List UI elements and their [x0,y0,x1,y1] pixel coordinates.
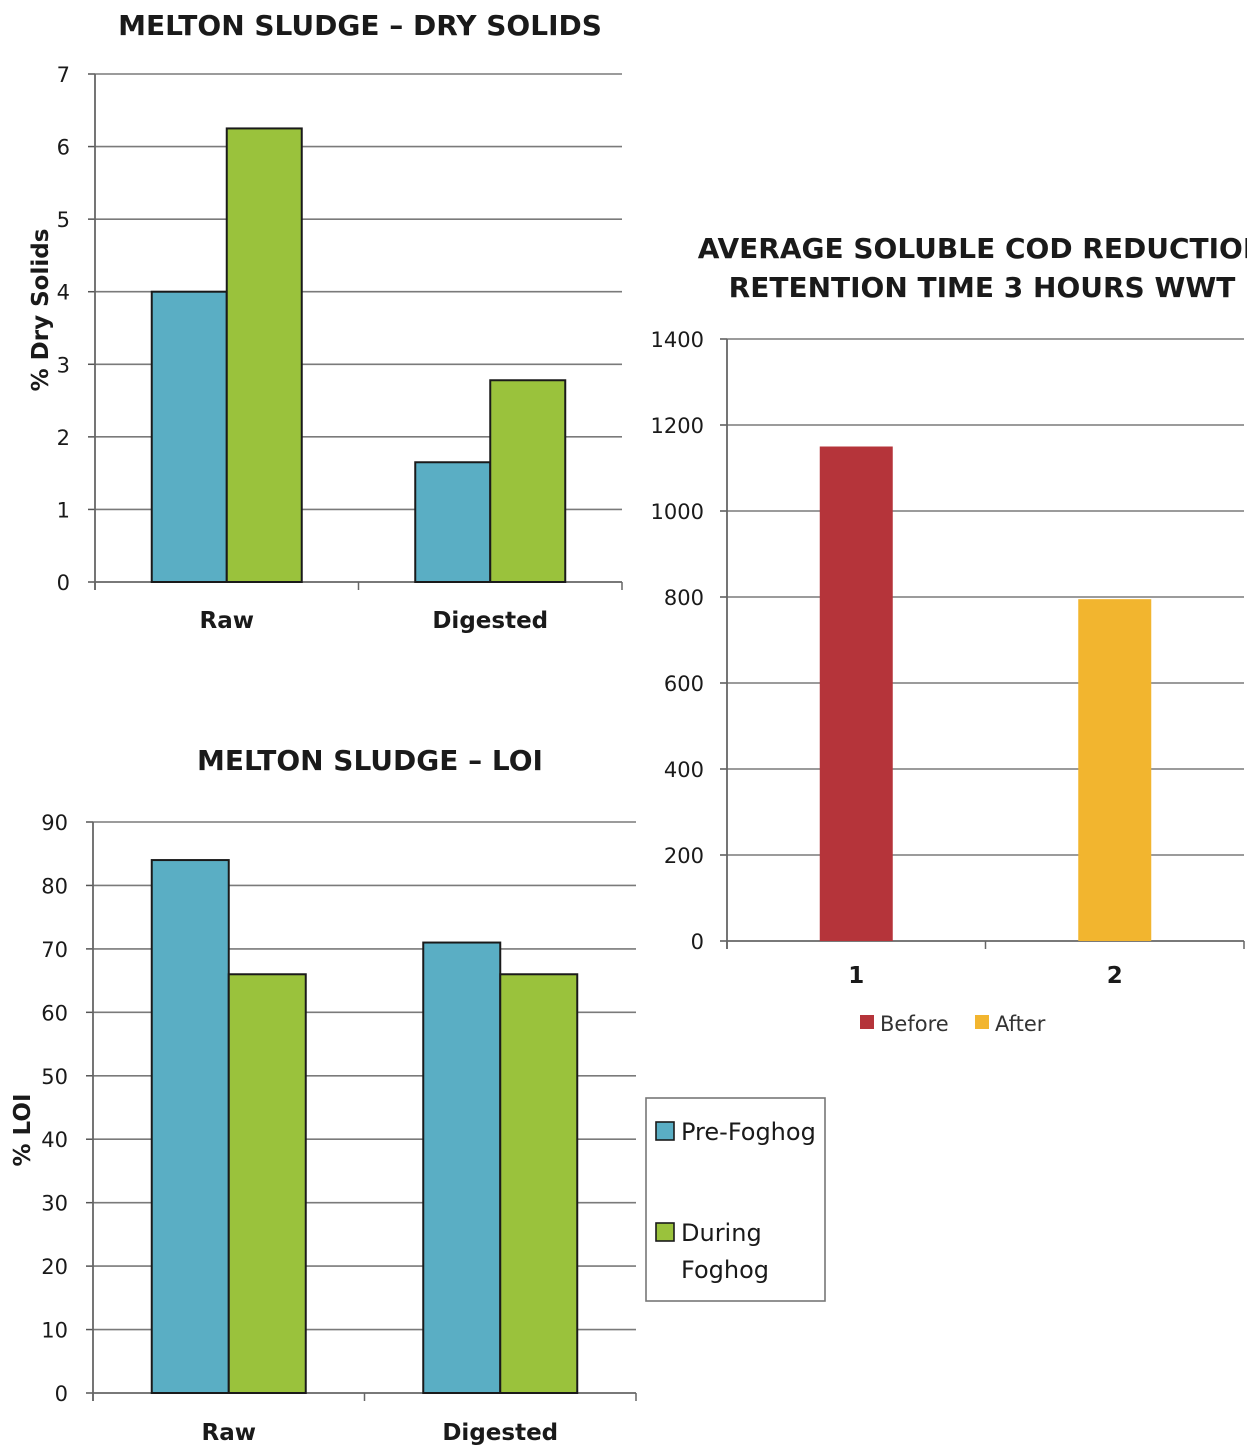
y-tick-label: 200 [664,844,704,868]
legend-swatch-before [860,1015,874,1029]
x-tick-label: Raw [200,608,254,634]
y-tick-label: 10 [41,1319,68,1343]
y-axis-label: % LOI [10,1094,36,1167]
bar-pre-foghog-digested [422,941,502,1394]
y-tick-label: 5 [57,208,70,232]
x-tick-label: 2 [1107,963,1123,989]
y-tick-label: 1 [57,498,70,522]
chart-title-line: RETENTION TIME 3 HOURS WWT [729,271,1236,304]
legend-label-after: After [995,1012,1046,1036]
y-tick-label: 600 [664,672,704,696]
y-tick-label: 70 [41,938,68,962]
x-tick-label: Raw [202,1420,256,1446]
y-tick-label: 1400 [651,328,704,352]
bar-during-foghog-digested [499,973,579,1394]
bar-pre-foghog-digested [414,461,492,583]
bar-after-2 [1078,599,1152,941]
y-tick-label: 7 [57,63,70,87]
y-tick-label: 6 [57,136,70,160]
y-tick-label: 1200 [651,414,704,438]
y-tick-label: 0 [691,930,704,954]
y-tick-label: 3 [57,353,70,377]
bar-during-foghog-raw [227,973,307,1394]
y-tick-label: 2 [57,426,70,450]
legend-cod: Before After [860,1012,1046,1036]
y-tick-label: 90 [41,811,68,835]
bar-pre-foghog-raw [150,290,228,583]
legend-label: Foghog [681,1256,769,1284]
y-tick-label: 400 [664,758,704,782]
y-tick-label: 60 [41,1001,68,1025]
legend-swatch [655,1222,675,1242]
bar-pre-foghog-raw [150,859,230,1394]
chart-loi: 0 10 20 30 40 50 60 70 80 90 Raw Digested MELTON SLU… [10,744,637,1446]
y-tick-label: 4 [57,281,70,305]
x-tick-label: Digested [442,1420,558,1446]
y-tick-label: 20 [41,1255,68,1279]
y-tick-label: 1000 [651,500,704,524]
y-tick-label: 30 [41,1192,68,1216]
legend-label: During [681,1219,762,1247]
chart-cod: 0 200 400 600 800 1000 1200 1400 1 2 AVERAGE SOLUB… [651,232,1247,989]
chart-title: MELTON SLUDGE – DRY SOLIDS [118,9,602,42]
x-tick-label: Digested [432,608,548,634]
legend-shared: Pre-Foghog During Foghog [645,1097,826,1302]
y-tick-label: 80 [41,874,68,898]
y-tick-label: 800 [664,586,704,610]
chart-dry: 0 1 2 3 4 5 6 7 Raw Digested MELTON SLUDGE – DRY S… [28,9,623,634]
bar-during-foghog-raw [225,127,303,584]
x-tick-label: 1 [848,963,864,989]
legend-label-before: Before [880,1012,949,1036]
legend-swatch-after [975,1015,989,1029]
legend-label: Pre-Foghog [681,1118,816,1146]
chart-title: MELTON SLUDGE – LOI [197,744,543,777]
bar-during-foghog-digested [489,379,567,583]
y-tick-label: 0 [55,1382,68,1406]
legend-swatch [655,1121,675,1141]
y-tick-label: 0 [57,571,70,595]
legend-box [645,1097,826,1302]
y-tick-label: 50 [41,1065,68,1089]
bar-before-1 [819,446,893,941]
chart-title-line: AVERAGE SOLUBLE COD REDUCTION [698,232,1247,265]
y-tick-label: 40 [41,1128,68,1152]
y-axis-label: % Dry Solids [28,229,54,392]
